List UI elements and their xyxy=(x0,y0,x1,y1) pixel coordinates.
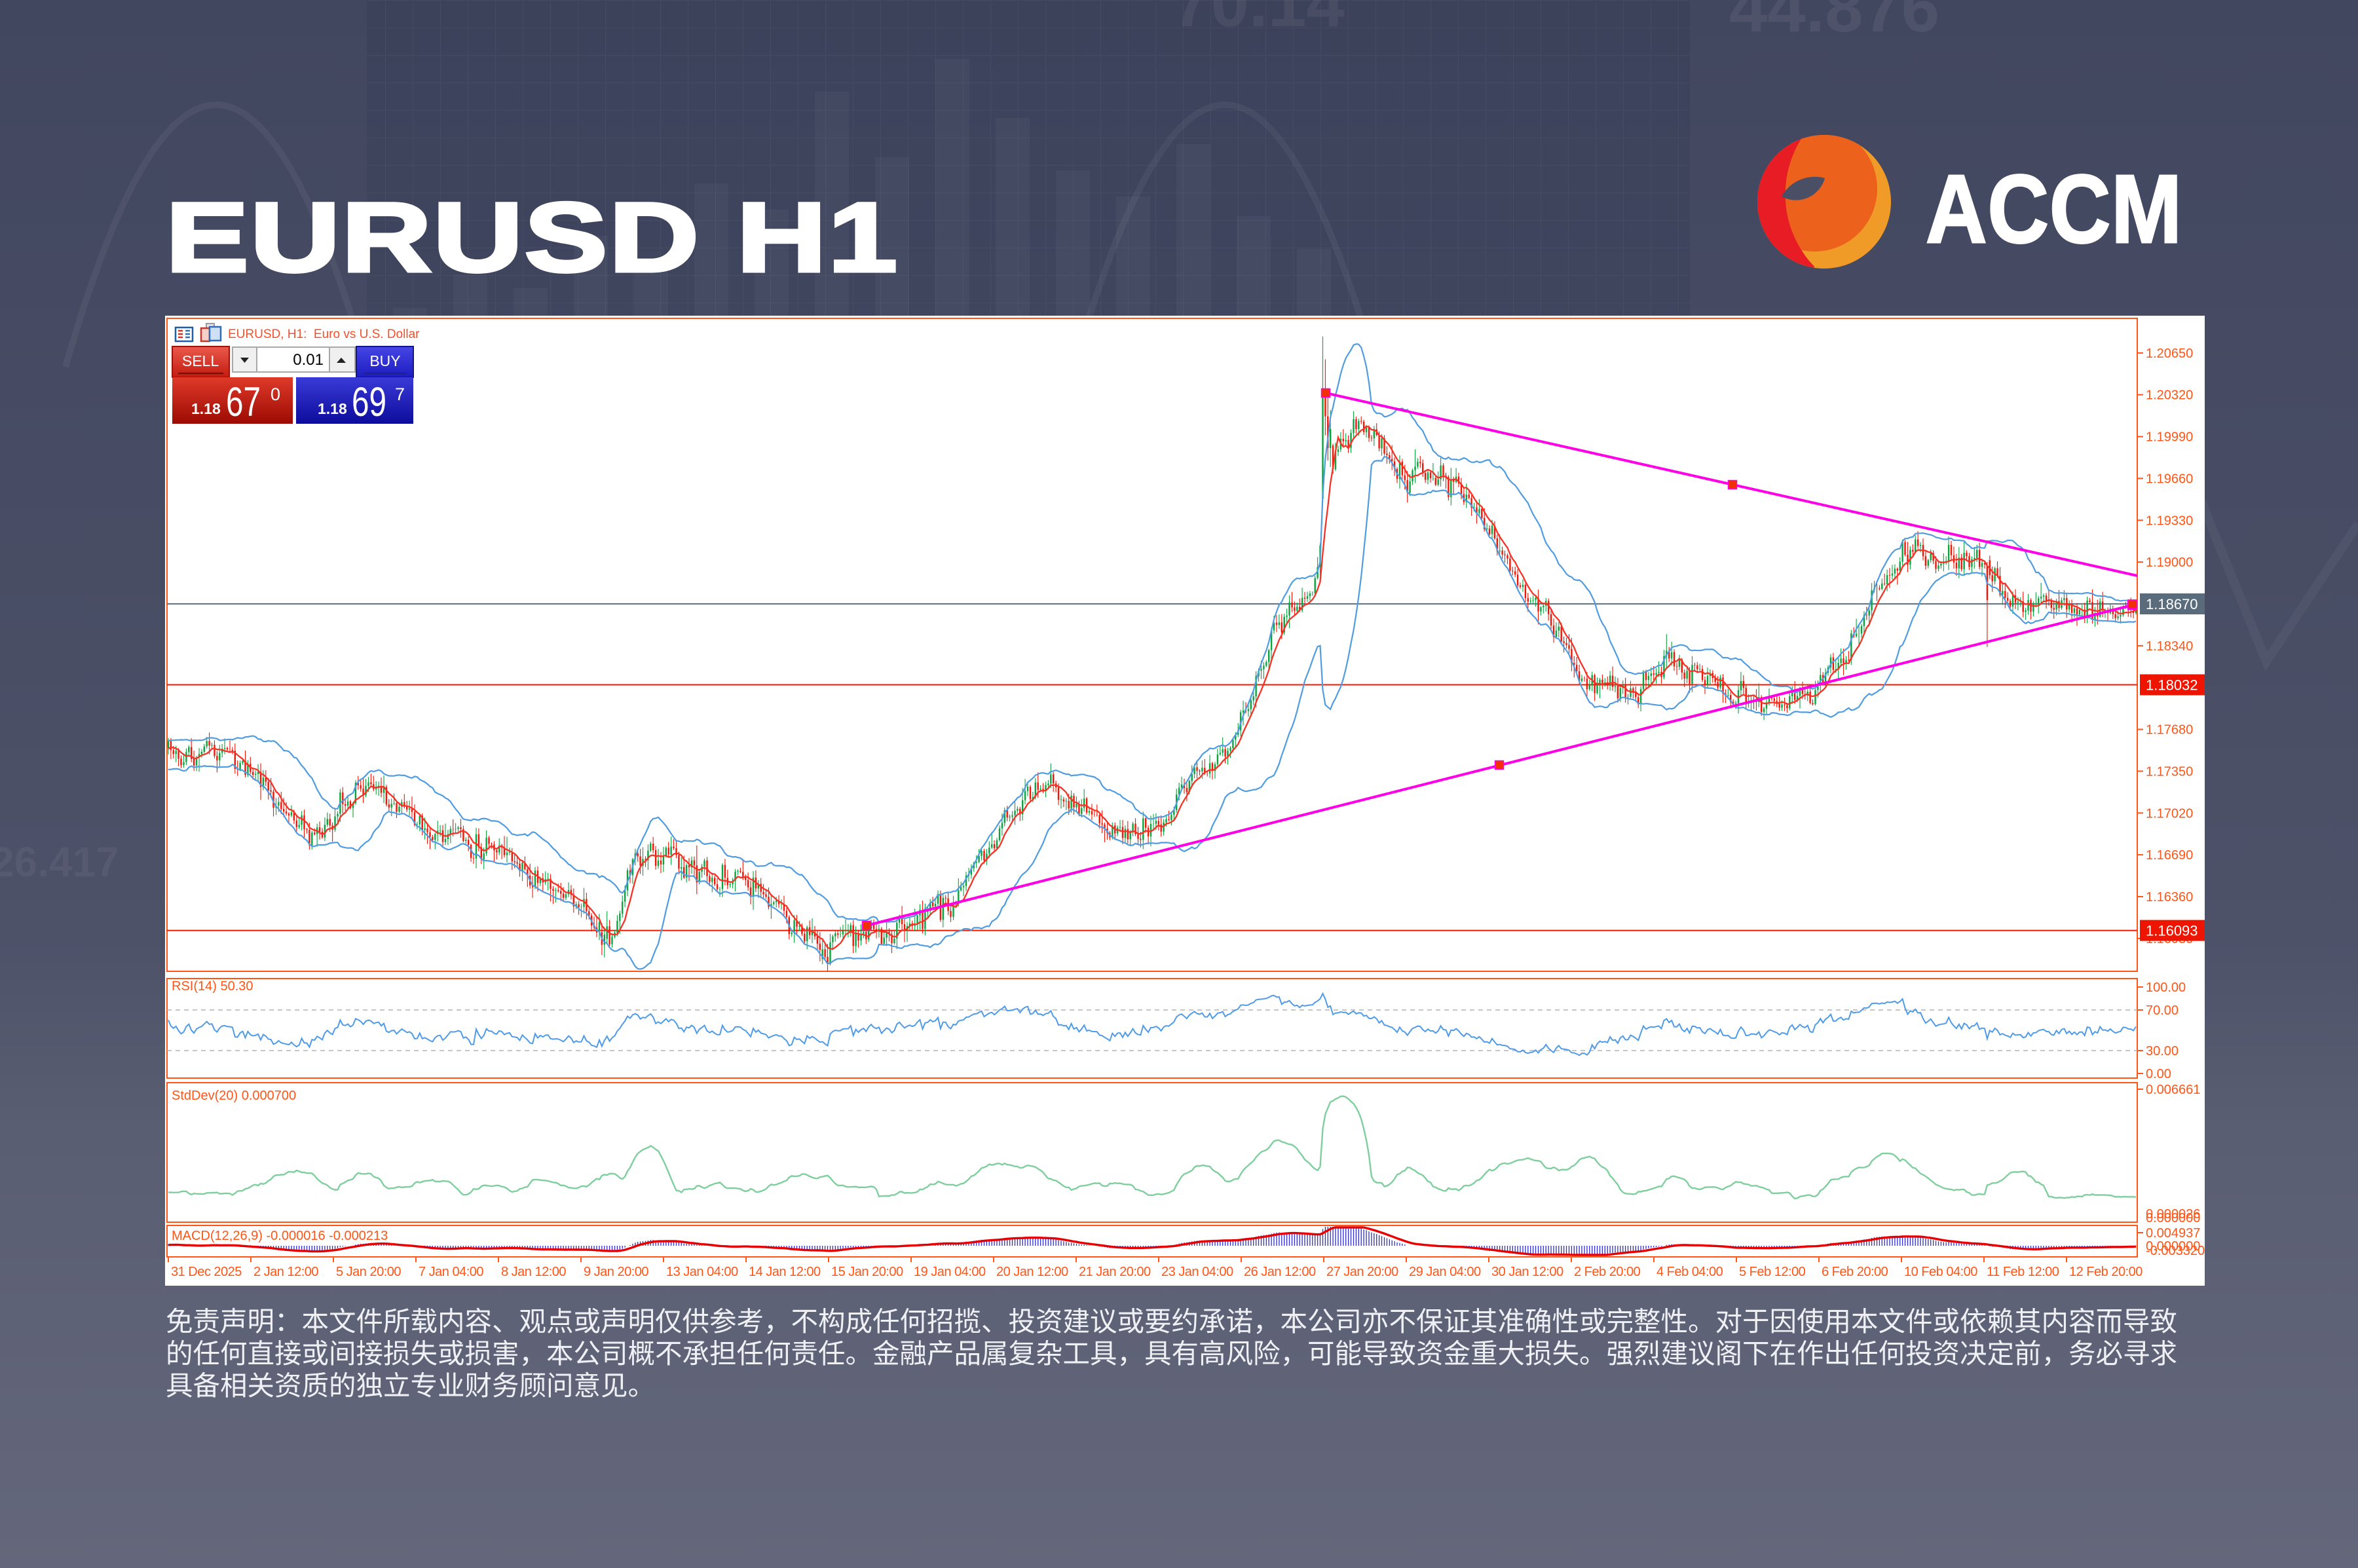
svg-text:0.00: 0.00 xyxy=(2146,1067,2171,1081)
svg-text:69: 69 xyxy=(352,379,386,425)
svg-text:1.18670: 1.18670 xyxy=(2146,596,2198,612)
svg-text:0.006661: 0.006661 xyxy=(2146,1083,2200,1097)
svg-text:1.18: 1.18 xyxy=(191,400,221,417)
svg-text:21 Jan 20:00: 21 Jan 20:00 xyxy=(1079,1265,1151,1279)
svg-text:StdDev(20) 0.000700: StdDev(20) 0.000700 xyxy=(172,1089,296,1103)
svg-text:EURUSD, H1: Euro vs U.S. Doll: EURUSD, H1: Euro vs U.S. Dollar xyxy=(228,327,420,341)
svg-text:BUY: BUY xyxy=(369,352,400,369)
svg-text:1.17680: 1.17680 xyxy=(2146,723,2193,737)
svg-text:1.16360: 1.16360 xyxy=(2146,890,2193,905)
svg-text:70.00: 70.00 xyxy=(2146,1003,2179,1018)
svg-text:30 Jan 12:00: 30 Jan 12:00 xyxy=(1491,1265,1563,1279)
svg-text:0.01: 0.01 xyxy=(293,351,324,369)
svg-text:-0.003320: -0.003320 xyxy=(2146,1244,2205,1258)
svg-text:27 Jan 20:00: 27 Jan 20:00 xyxy=(1326,1265,1398,1279)
svg-text:1.19990: 1.19990 xyxy=(2146,430,2193,445)
svg-text:1.20320: 1.20320 xyxy=(2146,388,2193,403)
svg-text:9 Jan 20:00: 9 Jan 20:00 xyxy=(584,1265,648,1279)
svg-text:0.000026: 0.000026 xyxy=(2146,1207,2200,1222)
svg-text:20 Jan 12:00: 20 Jan 12:00 xyxy=(996,1265,1068,1279)
svg-text:1.16690: 1.16690 xyxy=(2146,848,2193,863)
svg-text:7 Jan 04:00: 7 Jan 04:00 xyxy=(419,1265,483,1279)
svg-text:0.000000: 0.000000 xyxy=(2146,1239,2200,1254)
svg-text:4 Feb 04:00: 4 Feb 04:00 xyxy=(1656,1265,1723,1279)
svg-text:7: 7 xyxy=(395,384,405,404)
svg-text:MACD(12,26,9) -0.000016 -0.000: MACD(12,26,9) -0.000016 -0.000213 xyxy=(172,1229,388,1243)
svg-text:15 Jan 20:00: 15 Jan 20:00 xyxy=(831,1265,903,1279)
svg-text:23 Jan 04:00: 23 Jan 04:00 xyxy=(1161,1265,1233,1279)
svg-text:0.000000: 0.000000 xyxy=(2146,1211,2200,1225)
svg-text:8 Jan 12:00: 8 Jan 12:00 xyxy=(501,1265,566,1279)
svg-text:0: 0 xyxy=(271,384,280,404)
svg-text:0.004937: 0.004937 xyxy=(2146,1226,2200,1241)
svg-text:1.20650: 1.20650 xyxy=(2146,346,2193,361)
svg-text:1.16093: 1.16093 xyxy=(2146,923,2198,939)
svg-text:1.18032: 1.18032 xyxy=(2146,677,2198,694)
svg-text:11 Feb 12:00: 11 Feb 12:00 xyxy=(1987,1265,2059,1279)
svg-text:1.17350: 1.17350 xyxy=(2146,764,2193,779)
svg-text:19 Jan 04:00: 19 Jan 04:00 xyxy=(914,1265,986,1279)
svg-text:12 Feb 20:00: 12 Feb 20:00 xyxy=(2069,1265,2143,1279)
svg-text:70.14: 70.14 xyxy=(1172,0,1345,41)
svg-text:14 Jan 12:00: 14 Jan 12:00 xyxy=(749,1265,821,1279)
svg-text:67: 67 xyxy=(226,379,261,425)
svg-text:1.18: 1.18 xyxy=(318,400,347,417)
svg-text:1.19330: 1.19330 xyxy=(2146,513,2193,528)
svg-text:13 Jan 04:00: 13 Jan 04:00 xyxy=(666,1265,738,1279)
svg-text:26.417: 26.417 xyxy=(0,838,119,886)
svg-text:2 Jan 12:00: 2 Jan 12:00 xyxy=(253,1265,318,1279)
svg-text:RSI(14) 50.30: RSI(14) 50.30 xyxy=(172,979,253,994)
svg-text:5 Feb 12:00: 5 Feb 12:00 xyxy=(1739,1265,1806,1279)
svg-text:1.17020: 1.17020 xyxy=(2146,806,2193,821)
svg-text:2 Feb 20:00: 2 Feb 20:00 xyxy=(1574,1265,1641,1279)
svg-text:26 Jan 12:00: 26 Jan 12:00 xyxy=(1244,1265,1316,1279)
svg-text:44.876: 44.876 xyxy=(1729,0,1939,47)
svg-text:6 Feb 20:00: 6 Feb 20:00 xyxy=(1822,1265,1888,1279)
svg-text:100.00: 100.00 xyxy=(2146,980,2186,995)
svg-text:29 Jan 04:00: 29 Jan 04:00 xyxy=(1409,1265,1481,1279)
svg-text:1.19660: 1.19660 xyxy=(2146,472,2193,486)
svg-text:30.00: 30.00 xyxy=(2146,1044,2179,1058)
svg-text:31 Dec 2025: 31 Dec 2025 xyxy=(171,1265,242,1279)
svg-text:10 Feb 04:00: 10 Feb 04:00 xyxy=(1904,1265,1977,1279)
svg-text:1.19000: 1.19000 xyxy=(2146,555,2193,570)
svg-text:1.18340: 1.18340 xyxy=(2146,639,2193,654)
svg-text:SELL: SELL xyxy=(182,352,219,369)
svg-text:5 Jan 20:00: 5 Jan 20:00 xyxy=(336,1265,401,1279)
